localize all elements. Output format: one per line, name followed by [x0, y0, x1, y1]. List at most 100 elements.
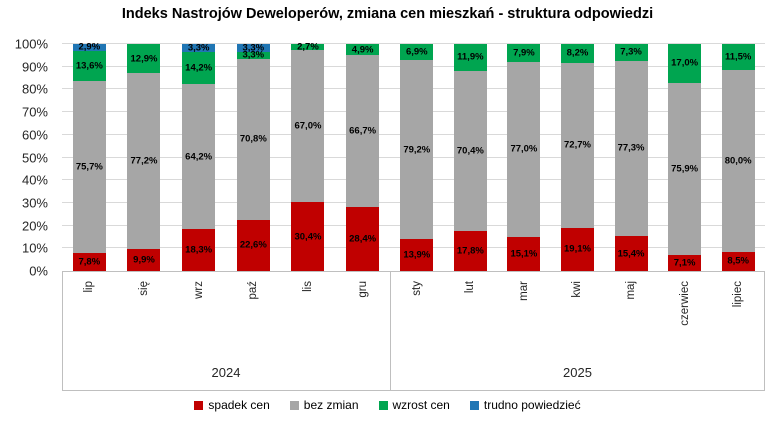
month-label: czerwiec	[678, 281, 691, 326]
stacked-bar-mar: 15,1% 77,0% 7,9%	[507, 44, 541, 271]
bar-segment	[507, 61, 541, 237]
bar-segment	[507, 44, 541, 62]
bar-segment	[346, 55, 380, 207]
group-divider-right	[764, 271, 765, 390]
group-divider-middle	[390, 271, 391, 390]
data-label: 8,2%	[566, 47, 589, 59]
month-cell: kwi	[561, 272, 594, 354]
month-group-2024: lip się wrz paź lis gru	[62, 272, 390, 354]
bar-segment	[614, 60, 648, 237]
x-axis-year-labels: 2024 2025	[62, 354, 765, 391]
year-label-2024: 2024	[211, 364, 241, 380]
month-cell: lip	[73, 272, 106, 354]
data-label: 7,3%	[620, 46, 642, 58]
data-label: 17,8%	[456, 245, 484, 257]
legend-swatch-icon	[194, 400, 204, 410]
bar-segment	[453, 230, 487, 271]
x-axis-month-labels: lip się wrz paź lis gru sty lut mar kwi maj czerwie…	[62, 272, 765, 354]
data-label: 7,8%	[78, 256, 101, 268]
data-label: 22,6%	[239, 239, 267, 251]
stacked-bar-lip: 7,8% 75,7% 13,6% 2,9%	[72, 41, 106, 271]
month-label: mar	[517, 281, 530, 301]
data-label: 2,7%	[297, 41, 319, 53]
legend-label: trudno powiedzieć	[483, 398, 581, 412]
bar-segment	[182, 229, 216, 271]
bar-segment	[291, 49, 325, 202]
month-cell: sty	[400, 272, 433, 354]
month-label: wrz	[192, 281, 205, 299]
stacked-bar-maj: 15,4% 77,3% 7,3%	[614, 44, 648, 271]
stacked-bar-się: 9,9% 77,2% 12,9%	[127, 44, 161, 271]
bar-segment	[127, 248, 161, 271]
data-label: 80,0%	[724, 155, 752, 167]
data-label: 64,2%	[185, 151, 213, 163]
data-label: 67,0%	[294, 120, 322, 132]
bar-segment	[346, 44, 380, 56]
bar-segment	[668, 44, 702, 83]
bar-segment	[560, 227, 594, 271]
bar-segment	[72, 81, 106, 254]
bar-segment	[291, 43, 325, 50]
month-cell: wrz	[182, 272, 215, 354]
month-cell: czerwiec	[668, 272, 701, 354]
bar-segment	[127, 44, 161, 74]
bar-segment	[72, 44, 106, 51]
stacked-bar-wrz: 18,3% 64,2% 14,2% 3,3%	[182, 42, 216, 271]
y-tick-label: 30%	[21, 195, 48, 211]
legend-swatch-icon	[469, 400, 479, 410]
data-label: 77,2%	[130, 155, 158, 167]
bar-segment	[614, 236, 648, 271]
data-label: 12,9%	[130, 53, 158, 65]
data-label: 7,9%	[513, 47, 535, 59]
y-axis: 0% 10% 20% 30% 40% 50% 60% 70% 80% 90% 100%	[0, 37, 54, 279]
stacked-bar-lis: 30,4% 67,0% 2,7%	[291, 41, 325, 271]
legend-item: bez zmian	[289, 398, 359, 412]
bar-segment	[507, 236, 541, 271]
data-label: 77,3%	[617, 142, 645, 154]
data-label: 72,7%	[564, 139, 591, 151]
data-label: 70,8%	[239, 133, 267, 145]
month-label: maj	[625, 281, 638, 300]
data-label: 19,1%	[564, 243, 591, 255]
month-label: lut	[464, 281, 477, 294]
bar-segment	[668, 82, 702, 255]
bar-segment	[614, 44, 648, 61]
month-cell: się	[127, 272, 160, 354]
data-label: 7,1%	[673, 257, 696, 269]
bar-segment	[400, 239, 434, 271]
bar-segment	[721, 251, 755, 271]
data-label: 77,0%	[510, 143, 538, 155]
month-group-2025: sty lut mar kwi maj czerwiec lipiec	[390, 272, 765, 354]
bar-segment	[236, 51, 270, 59]
stacked-bar-lipiec: 8,5% 80,0% 11,5%	[721, 44, 755, 271]
data-label: 3,3%	[242, 49, 265, 61]
legend-swatch-icon	[378, 400, 388, 410]
legend-item: trudno powiedzieć	[469, 398, 581, 412]
y-tick-label: 0%	[29, 263, 48, 279]
legend-label: bez zmian	[303, 398, 359, 412]
data-label: 2,9%	[78, 41, 101, 53]
group-divider-left	[62, 271, 63, 390]
stacked-bar-sty: 13,9% 79,2% 6,9%	[400, 44, 434, 271]
data-label: 8,5%	[727, 255, 749, 267]
bar-segment	[721, 70, 755, 252]
data-label: 18,3%	[185, 244, 213, 256]
bar-segment	[182, 44, 216, 52]
y-tick-label: 60%	[21, 127, 48, 143]
month-cell: gru	[346, 272, 379, 354]
bar-segment	[346, 206, 380, 271]
bar-group-2025: 13,9% 79,2% 6,9% 17,8% 70,4% 11,9% 15,1% 77,0% 7…	[390, 43, 765, 271]
data-label: 75,9%	[671, 163, 699, 175]
data-label: 11,5%	[724, 51, 752, 63]
data-label: 4,9%	[351, 44, 374, 56]
year-label-2025: 2025	[563, 364, 592, 380]
data-label: 11,9%	[457, 51, 484, 63]
gridline	[62, 43, 765, 44]
bar-segment	[668, 254, 702, 271]
month-label: lip	[83, 281, 96, 293]
data-label: 79,2%	[403, 144, 431, 156]
data-label: 13,9%	[403, 249, 431, 261]
legend-label: wzrost cen	[392, 398, 450, 412]
legend-item: spadek cen	[194, 398, 270, 412]
